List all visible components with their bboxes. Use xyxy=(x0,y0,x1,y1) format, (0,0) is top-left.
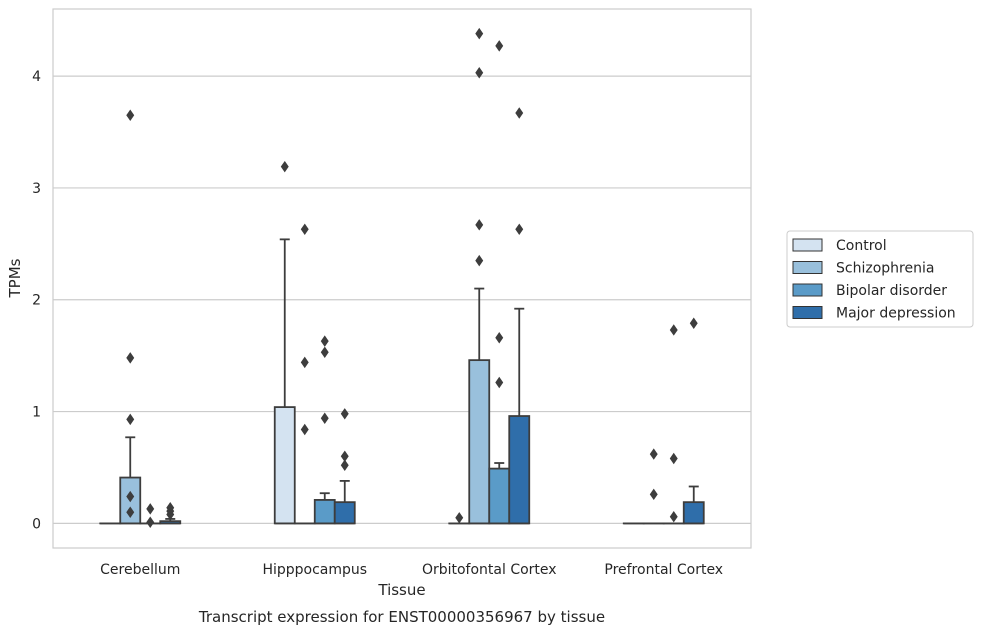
outlier-marker xyxy=(341,460,348,470)
chart-caption: Transcript expression for ENST0000035696… xyxy=(198,608,605,626)
box-2-1 xyxy=(469,289,489,524)
y-tick-label: 1 xyxy=(32,405,41,421)
outlier-marker xyxy=(301,224,308,234)
outlier-marker xyxy=(496,333,503,343)
box-1-3 xyxy=(335,481,355,523)
box-body xyxy=(275,407,295,523)
outlier-marker xyxy=(321,413,328,423)
outlier-marker xyxy=(670,511,677,521)
x-tick-label: Orbitofontal Cortex xyxy=(422,562,557,578)
outlier-marker xyxy=(456,513,463,523)
outlier-marker xyxy=(476,220,483,230)
box-body xyxy=(315,500,335,523)
legend-swatch xyxy=(793,262,822,274)
boxes-layer xyxy=(100,239,704,523)
x-tick-label: Cerebellum xyxy=(100,562,180,578)
outlier-marker xyxy=(321,347,328,357)
outlier-marker xyxy=(476,255,483,265)
y-tick-labels: 0 1 2 3 4 xyxy=(32,69,41,532)
x-axis-label: Tissue xyxy=(377,581,425,599)
x-tick-labels: Cerebellum Hipppocampus Orbitofontal Corte… xyxy=(100,562,723,578)
outliers-layer xyxy=(127,28,698,527)
plot-frame xyxy=(53,9,751,548)
box-1-2 xyxy=(315,493,335,523)
box-2-2 xyxy=(489,463,509,523)
y-tick-label: 3 xyxy=(32,181,41,197)
outlier-marker xyxy=(690,318,697,328)
outlier-marker xyxy=(127,110,134,120)
legend: Control Schizophrenia Bipolar disorder Majo… xyxy=(787,231,973,327)
outlier-marker xyxy=(341,409,348,419)
outlier-marker xyxy=(650,489,657,499)
outlier-marker xyxy=(496,41,503,51)
box-3-3 xyxy=(684,486,704,523)
outlier-marker xyxy=(147,517,154,527)
outlier-marker xyxy=(281,161,288,171)
legend-label: Control xyxy=(836,238,887,254)
y-tick-label: 0 xyxy=(32,516,41,532)
legend-swatch xyxy=(793,239,822,251)
outlier-marker xyxy=(127,353,134,363)
outlier-marker xyxy=(650,449,657,459)
x-tick-label: Hipppocampus xyxy=(262,562,367,578)
legend-label: Schizophrenia xyxy=(836,261,934,277)
outlier-marker xyxy=(476,28,483,38)
outlier-marker xyxy=(321,336,328,346)
x-tick-label: Prefrontal Cortex xyxy=(604,562,723,578)
box-body xyxy=(489,469,509,524)
outlier-marker xyxy=(670,453,677,463)
box-body xyxy=(509,416,529,523)
box-2-3 xyxy=(509,309,529,524)
outlier-marker xyxy=(301,424,308,434)
y-tick-label: 4 xyxy=(32,69,41,85)
outlier-marker xyxy=(147,504,154,514)
box-body xyxy=(335,502,355,523)
outlier-marker xyxy=(670,325,677,335)
y-tick-label: 2 xyxy=(32,293,41,309)
outlier-marker xyxy=(496,377,503,387)
box-1-0 xyxy=(275,239,295,523)
box-body xyxy=(684,502,704,523)
y-axis-label: TPMs xyxy=(6,258,24,298)
legend-label: Major depression xyxy=(836,306,956,322)
legend-swatch xyxy=(793,284,822,296)
box-body xyxy=(469,360,489,523)
outlier-marker xyxy=(301,357,308,367)
outlier-marker xyxy=(516,224,523,234)
grid-layer xyxy=(53,76,751,523)
legend-label: Bipolar disorder xyxy=(836,283,947,299)
outlier-marker xyxy=(127,414,134,424)
outlier-marker xyxy=(516,108,523,118)
legend-swatch xyxy=(793,307,822,319)
